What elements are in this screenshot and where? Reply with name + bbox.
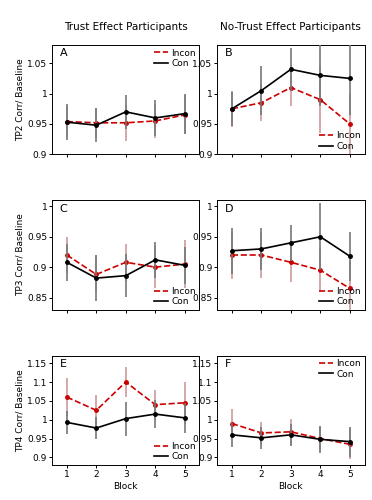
Legend: Incon, Con: Incon, Con [153,48,197,69]
Text: No-Trust Effect Participants: No-Trust Effect Participants [221,22,361,32]
X-axis label: Block: Block [113,482,138,490]
Legend: Incon, Con: Incon, Con [318,130,362,152]
Text: C: C [60,204,67,214]
Text: B: B [225,48,232,58]
Text: A: A [60,48,67,58]
Text: D: D [225,204,233,214]
Text: F: F [225,359,231,369]
Text: E: E [60,359,67,369]
X-axis label: Block: Block [279,482,303,490]
Text: Trust Effect Participants: Trust Effect Participants [64,22,187,32]
Y-axis label: TP3 Corr/ Baseline: TP3 Corr/ Baseline [15,214,24,296]
Legend: Incon, Con: Incon, Con [318,286,362,307]
Legend: Incon, Con: Incon, Con [318,358,362,380]
Y-axis label: TP2 Corr/ Baseline: TP2 Corr/ Baseline [15,58,24,141]
Y-axis label: TP4 Corr/ Baseline: TP4 Corr/ Baseline [15,369,24,452]
Legend: Incon, Con: Incon, Con [153,286,197,307]
Legend: Incon, Con: Incon, Con [153,441,197,462]
